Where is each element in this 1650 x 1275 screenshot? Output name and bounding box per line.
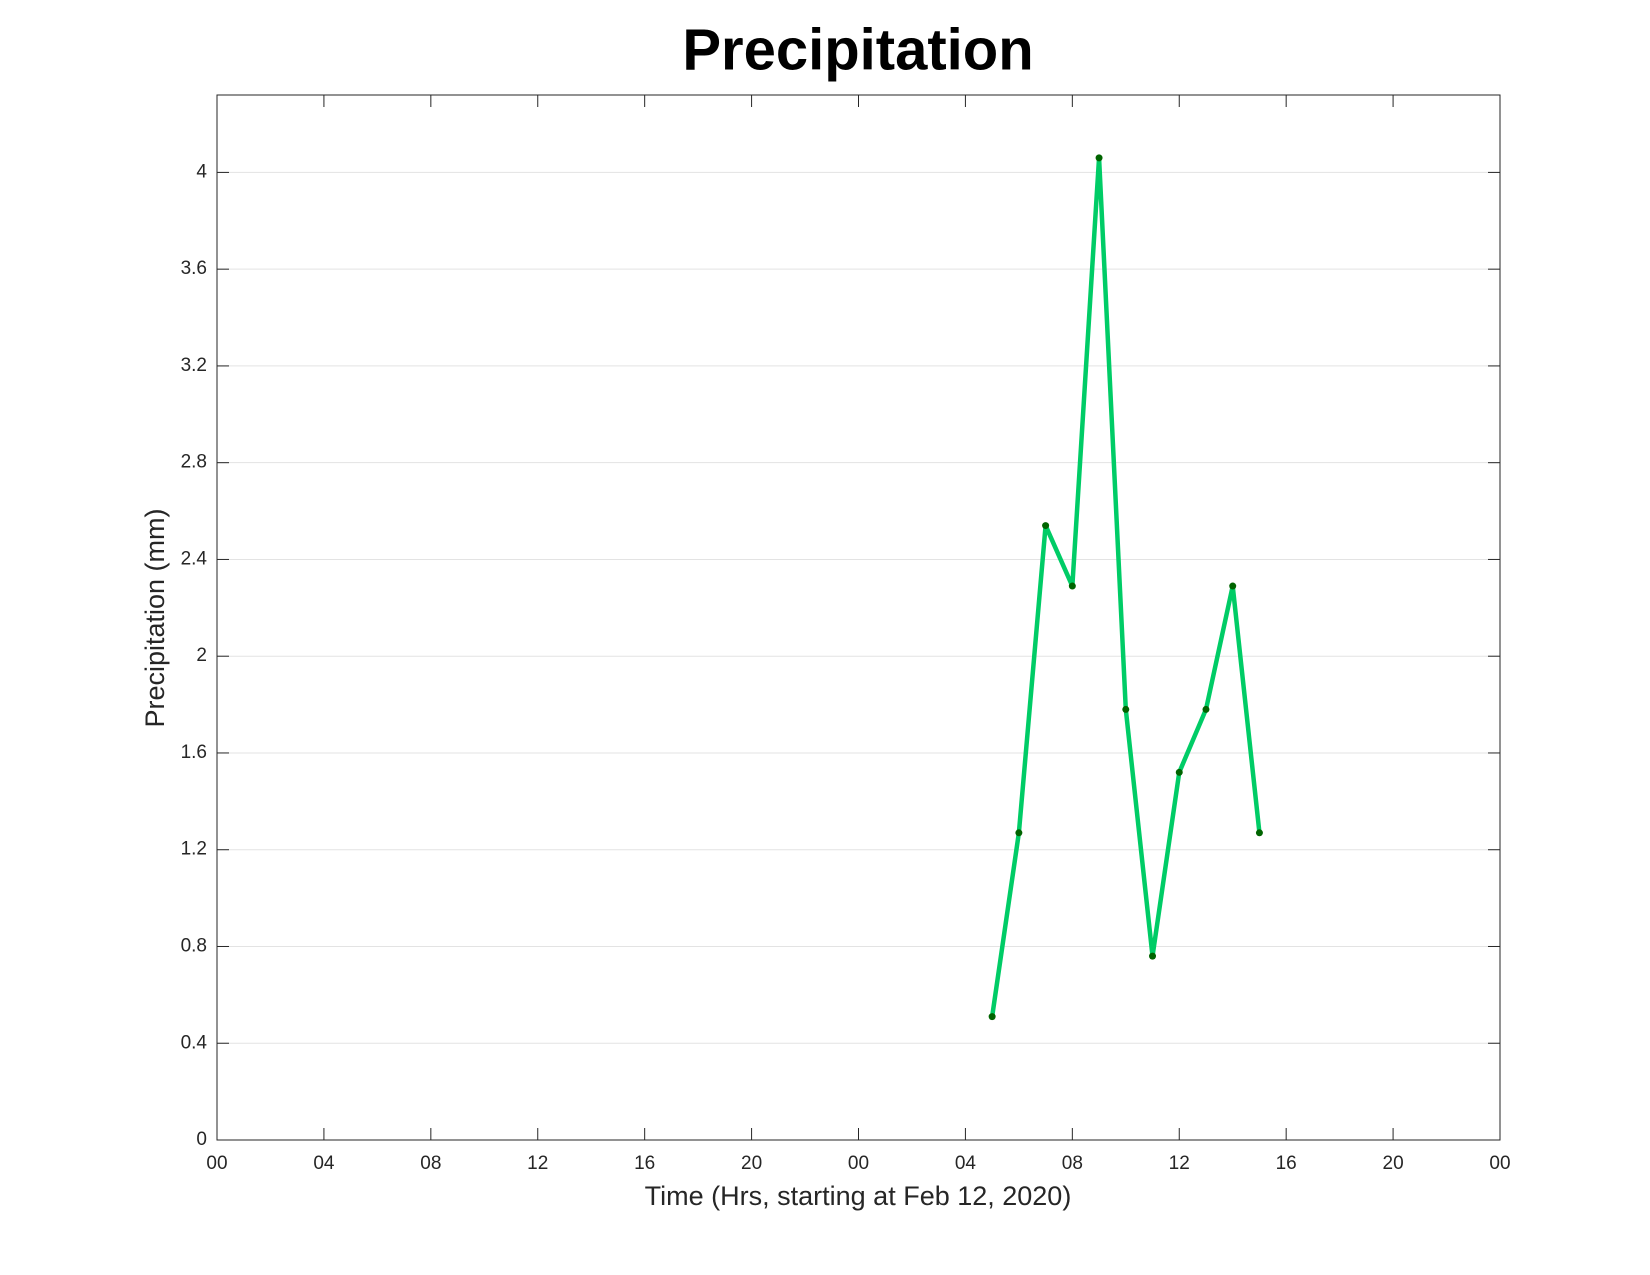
x-tick-label: 04 xyxy=(313,1153,335,1174)
data-point xyxy=(1255,829,1263,837)
data-point xyxy=(1042,522,1050,530)
x-tick-label: 08 xyxy=(1062,1153,1083,1174)
x-tick-label: 12 xyxy=(1169,1153,1190,1174)
x-tick-label: 00 xyxy=(206,1153,227,1174)
y-tick-label: 0.8 xyxy=(181,935,207,956)
data-point xyxy=(1068,582,1076,590)
x-tick-label: 00 xyxy=(848,1153,869,1174)
x-axis-label: Time (Hrs, starting at Feb 12, 2020) xyxy=(645,1181,1072,1211)
x-tick-label: 16 xyxy=(634,1153,655,1174)
plot-frame xyxy=(216,94,1501,1141)
y-tick-label: 3.6 xyxy=(181,258,207,279)
y-tick-label: 3.2 xyxy=(181,355,207,376)
y-tick-label: 2.4 xyxy=(181,548,208,569)
data-line xyxy=(989,155,1262,1017)
y-tick-label: 1.6 xyxy=(181,742,207,763)
data-point xyxy=(1149,952,1157,960)
y-tick-label: 2 xyxy=(196,645,207,666)
y-tick-label: 0 xyxy=(196,1129,207,1150)
y-tick-label: 0.4 xyxy=(181,1032,208,1053)
y-tick-label: 4 xyxy=(196,161,207,182)
y-tick-label: 1.2 xyxy=(181,839,207,860)
x-tick-label: 08 xyxy=(420,1153,441,1174)
data-point xyxy=(1122,705,1130,713)
x-tick-label: 04 xyxy=(955,1153,977,1174)
data-point xyxy=(1015,829,1023,837)
y-tick-label: 2.8 xyxy=(181,452,207,473)
x-tick-label: 20 xyxy=(741,1153,762,1174)
y-axis-label: Precipitation (mm) xyxy=(140,508,170,727)
data-point xyxy=(1229,582,1237,590)
chart-title: Precipitation xyxy=(682,17,1033,82)
data-point xyxy=(1095,154,1103,162)
data-point xyxy=(1202,705,1210,713)
x-tick-label: 00 xyxy=(1489,1153,1510,1174)
x-tick-label: 16 xyxy=(1276,1153,1297,1174)
x-tick-label: 20 xyxy=(1383,1153,1404,1174)
x-tick-label: 12 xyxy=(527,1153,548,1174)
data-point xyxy=(988,1013,996,1021)
data-point xyxy=(1175,768,1183,776)
